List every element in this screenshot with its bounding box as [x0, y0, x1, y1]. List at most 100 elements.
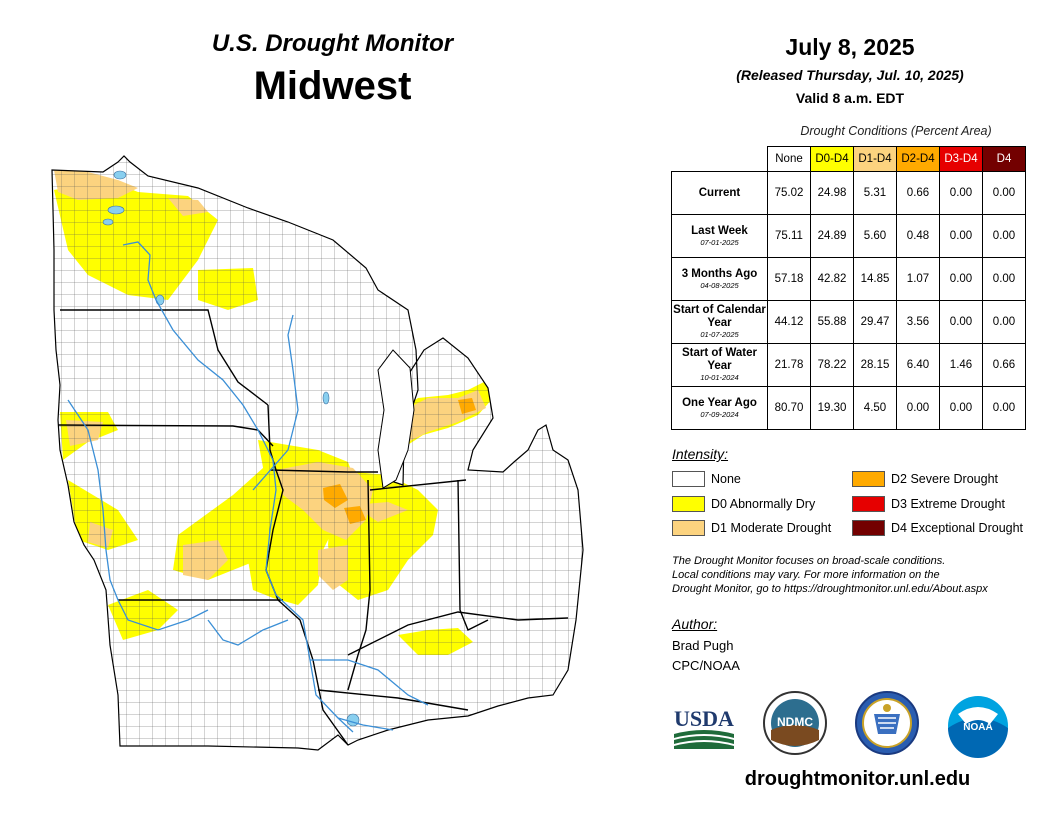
- table-caption: Drought Conditions (Percent Area): [800, 124, 992, 138]
- table-row: Start of Calendar Year 01-07-2025 44.12 55.…: [671, 300, 1026, 344]
- row-label: Current: [671, 171, 768, 215]
- lake-michigan: [377, 349, 415, 489]
- drought-stats-table: None D0-D4 D1-D4 D2-D4 D3-D4 D4 Current 7…: [671, 146, 1026, 430]
- table-cell: 0.48: [896, 214, 940, 258]
- table-cell: 0.00: [982, 300, 1026, 344]
- release-date: (Released Thursday, Jul. 10, 2025): [736, 67, 964, 83]
- row-label-text: One Year Ago: [682, 396, 757, 409]
- ndmc-wordmark: NDMC: [777, 715, 813, 729]
- row-label: One Year Ago 07-09-2024: [671, 386, 768, 430]
- row-date: 07-09-2024: [700, 409, 739, 419]
- map-title: U.S. Drought Monitor: [211, 30, 454, 57]
- info-note: The Drought Monitor focuses on broad-sca…: [672, 554, 1042, 596]
- table-cell: 6.40: [896, 343, 940, 387]
- legend-label: D3 Extreme Drought: [891, 497, 1005, 511]
- table-cell: 0.00: [939, 300, 983, 344]
- row-label: Start of Water Year 10-01-2024: [671, 343, 768, 387]
- table-cell: 14.85: [853, 257, 897, 301]
- header-d2-d4: D2-D4: [896, 146, 940, 172]
- table-cell: 28.15: [853, 343, 897, 387]
- table-cell: 4.50: [853, 386, 897, 430]
- row-label: 3 Months Ago 04-08-2025: [671, 257, 768, 301]
- noaa-logo: NOAA: [948, 696, 1008, 758]
- row-label-text: Start of Calendar Year: [673, 304, 766, 329]
- table-row: Start of Water Year 10-01-2024 21.78 78.22 2…: [671, 343, 1026, 387]
- table-cell: 80.70: [767, 386, 811, 430]
- legend-item: D2 Severe Drought: [852, 470, 998, 488]
- author-name: Brad Pugh: [672, 638, 734, 653]
- note-line: The Drought Monitor focuses on broad-sca…: [672, 555, 946, 567]
- row-label-text: Current: [698, 186, 741, 199]
- map-date: July 8, 2025: [785, 34, 915, 60]
- table-cell: 0.00: [896, 386, 940, 430]
- table-cell: 57.18: [767, 257, 811, 301]
- legend-label: D1 Moderate Drought: [711, 521, 832, 535]
- row-label-text: Start of Water Year: [682, 347, 757, 372]
- ndmc-logo: NDMC: [763, 691, 827, 755]
- legend-swatch: [672, 471, 705, 487]
- legend-item: None: [672, 470, 741, 488]
- author-title: Author:: [672, 616, 718, 632]
- legend-label: D2 Severe Drought: [891, 472, 999, 486]
- legend-item: D0 Abnormally Dry: [672, 495, 815, 513]
- noaa-wordmark: NOAA: [963, 722, 992, 733]
- row-label: Last Week 07-01-2025: [671, 214, 768, 258]
- table-cell: 3.56: [896, 300, 940, 344]
- table-cell: 42.82: [810, 257, 854, 301]
- row-label: Start of Calendar Year 01-07-2025: [671, 300, 768, 344]
- table-row: 3 Months Ago 04-08-2025 57.18 42.82 14.85 1.0…: [671, 257, 1026, 301]
- legend-swatch: [672, 520, 705, 536]
- table-cell: 0.00: [982, 171, 1026, 215]
- header-blank: [671, 146, 768, 172]
- table-cell: 1.46: [939, 343, 983, 387]
- legend-label: D0 Abnormally Dry: [711, 497, 816, 511]
- valid-time: Valid 8 a.m. EDT: [795, 90, 905, 106]
- usda-logo: USDA: [674, 706, 734, 749]
- table-body: Current 75.02 24.98 5.31 0.66 0.00 0.00 Last We…: [671, 171, 1026, 430]
- table-cell: 5.31: [853, 171, 897, 215]
- legend-item: D3 Extreme Drought: [852, 495, 1005, 513]
- table-cell: 19.30: [810, 386, 854, 430]
- table-cell: 0.00: [982, 386, 1026, 430]
- row-date: 04-08-2025: [700, 280, 739, 290]
- table-cell: 55.88: [810, 300, 854, 344]
- table-cell: 0.00: [939, 257, 983, 301]
- header-d1-d4: D1-D4: [853, 146, 897, 172]
- table-header-row: None D0-D4 D1-D4 D2-D4 D3-D4 D4: [671, 146, 1026, 172]
- table-cell: 24.98: [810, 171, 854, 215]
- doc-seal-logo: [855, 691, 919, 755]
- legend-swatch: [852, 520, 885, 536]
- table-cell: 5.60: [853, 214, 897, 258]
- table-cell: 75.02: [767, 171, 811, 215]
- header-d3-d4: D3-D4: [939, 146, 983, 172]
- website-url[interactable]: droughtmonitor.unl.edu: [744, 768, 971, 790]
- legend-item: D1 Moderate Drought: [672, 519, 831, 537]
- legend-swatch: [852, 496, 885, 512]
- table-cell: 0.66: [896, 171, 940, 215]
- table-row: Last Week 07-01-2025 75.11 24.89 5.60 0.48 0.0…: [671, 214, 1026, 258]
- row-label-text: Last Week: [691, 224, 748, 237]
- table-cell: 1.07: [896, 257, 940, 301]
- table-cell: 21.78: [767, 343, 811, 387]
- legend-swatch: [852, 471, 885, 487]
- table-row: One Year Ago 07-09-2024 80.70 19.30 4.50 0.00…: [671, 386, 1026, 430]
- rivers: [67, 241, 429, 733]
- header-d0-d4: D0-D4: [810, 146, 854, 172]
- table-cell: 29.47: [853, 300, 897, 344]
- row-date: 01-07-2025: [700, 330, 739, 339]
- table-cell: 78.22: [810, 343, 854, 387]
- note-line: Local conditions may vary. For more info…: [672, 569, 940, 581]
- header-none: None: [767, 146, 811, 172]
- legend-swatch: [672, 496, 705, 512]
- table-cell: 0.00: [939, 214, 983, 258]
- legend-item: D4 Exceptional Drought: [852, 519, 1023, 537]
- row-date: 10-01-2024: [700, 373, 739, 382]
- table-cell: 24.89: [810, 214, 854, 258]
- table-cell: 0.00: [939, 386, 983, 430]
- header-d4: D4: [982, 146, 1026, 172]
- table-cell: 0.00: [982, 257, 1026, 301]
- drought-map: [51, 155, 584, 751]
- table-cell: 0.00: [939, 171, 983, 215]
- row-date: 07-01-2025: [700, 237, 739, 247]
- usda-wordmark: USDA: [674, 706, 734, 731]
